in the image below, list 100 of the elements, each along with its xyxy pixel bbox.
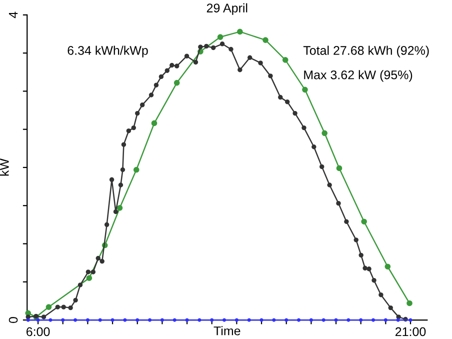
point [204,44,209,49]
point [73,298,78,303]
point [268,74,273,78]
point [384,264,391,270]
point [302,86,308,93]
point [26,318,30,322]
point [123,318,127,322]
point [86,275,92,281]
point [237,28,243,35]
point [378,292,384,298]
point [396,314,401,320]
point [126,128,132,134]
point [100,258,104,264]
point [113,209,118,214]
point [55,304,60,310]
x-axis-title: Time [214,326,240,336]
point [133,166,140,173]
point [140,102,145,108]
point [282,57,288,63]
point [292,110,298,116]
point [322,318,326,322]
point [372,278,376,283]
point [46,304,52,310]
point [26,314,30,320]
point [354,238,358,242]
point [406,300,412,306]
point [346,318,350,322]
point [258,60,263,66]
point [210,318,214,322]
point [174,80,180,86]
x-tick-label: 6:00 [26,327,50,336]
point [327,182,332,188]
point [86,318,90,322]
point [61,304,66,310]
point [336,200,341,206]
x-tick-label: 21:00 [395,327,426,336]
point [110,318,114,322]
point [172,318,176,322]
point [158,74,164,80]
point [198,318,202,322]
point [36,318,40,322]
point [362,266,368,271]
point [154,82,159,88]
point [296,318,301,322]
point [272,318,276,322]
point [98,318,102,322]
point [148,318,152,322]
y-axis-title: kW [0,158,9,176]
point [278,94,283,100]
point [185,318,189,322]
point [302,125,306,130]
point [135,110,140,116]
point [174,64,180,68]
point [220,42,225,46]
point [222,318,226,322]
point [322,130,328,136]
point [388,305,393,310]
point [319,164,324,170]
point [121,142,126,147]
point [148,92,154,98]
point [48,318,52,322]
point [151,120,158,126]
point [73,318,78,322]
point [210,45,216,50]
point [118,182,124,188]
point [260,318,264,322]
point [164,68,170,73]
point [193,60,198,65]
point [336,165,342,172]
point [170,62,174,68]
point [358,252,364,258]
annotation: Total 27.68 kWh (92%) [303,46,429,58]
point [334,318,338,322]
point [217,34,224,40]
point [184,54,190,58]
point [41,314,46,320]
point [247,55,252,60]
point [228,46,234,52]
point [384,318,388,322]
point [198,44,203,50]
point [234,318,238,322]
point [160,318,164,322]
point [109,177,114,182]
annotation: Max 3.62 kW (95%) [304,70,412,82]
point [68,305,73,310]
point [96,256,100,261]
point [371,318,376,322]
point [247,318,251,322]
point [359,318,363,322]
point [344,219,349,224]
point [61,318,65,322]
point [90,270,96,274]
point [104,222,110,228]
point [131,125,136,130]
point [86,270,91,274]
annotation: 6.34 kWh/kWp [68,46,148,58]
point [366,266,372,272]
point [309,318,313,322]
point [284,318,288,322]
point [238,67,242,72]
